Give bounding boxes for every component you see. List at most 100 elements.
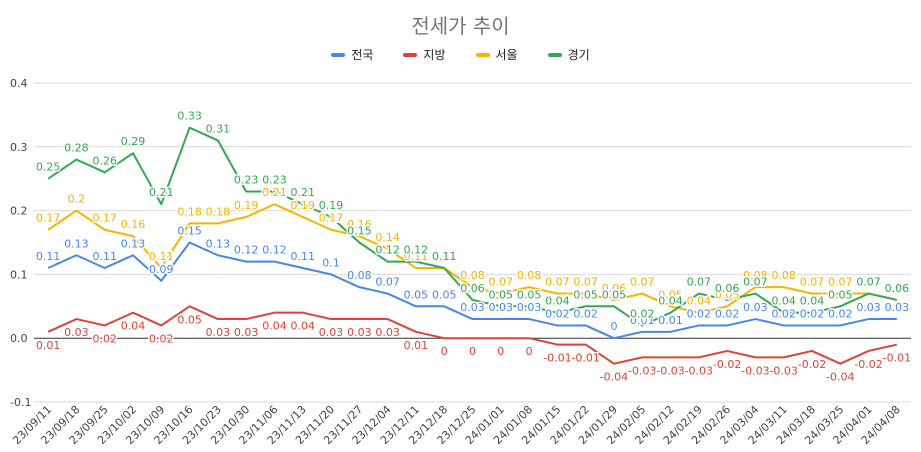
- data-label-regional: 0.04: [262, 320, 287, 333]
- legend-swatch-seoul: [475, 52, 490, 57]
- data-label-seoul: 0.05: [715, 288, 740, 301]
- series-line-regional: [47, 305, 898, 365]
- data-label-seoul: 0.2: [68, 193, 86, 206]
- data-label-nationwide: 0.05: [432, 288, 457, 301]
- data-label-nationwide: 0.02: [828, 307, 853, 320]
- legend-item-gyeonggi[interactable]: 경기: [547, 46, 590, 63]
- data-label-gyeonggi: 0.04: [545, 295, 570, 308]
- data-label-regional: 0.03: [375, 326, 400, 339]
- data-label-regional: -0.03: [769, 364, 797, 377]
- data-label-regional: 0.03: [234, 326, 259, 339]
- data-label-seoul: 0.07: [800, 276, 825, 289]
- data-label-seoul: 0.07: [828, 276, 853, 289]
- legend-label-nationwide: 전국: [351, 48, 374, 62]
- data-label-nationwide: 0.02: [545, 307, 570, 320]
- data-label-regional: -0.02: [798, 358, 826, 371]
- series-line-seoul: [47, 203, 898, 314]
- data-label-regional: -0.01: [543, 352, 571, 365]
- data-label-gyeonggi: 0.19: [319, 199, 344, 212]
- y-tick-label: 0.2: [10, 205, 28, 218]
- data-label-nationwide: 0.02: [800, 307, 825, 320]
- series-line-gyeonggi: [47, 126, 898, 327]
- data-label-gyeonggi: 0.05: [517, 288, 542, 301]
- legend-swatch-gyeonggi: [547, 52, 562, 57]
- data-label-regional: -0.04: [600, 371, 628, 384]
- data-label-gyeonggi: 0.12: [375, 244, 400, 257]
- data-label-gyeonggi: 0.06: [715, 282, 740, 295]
- data-label-regional: 0.03: [347, 326, 372, 339]
- data-label-gyeonggi: 0.29: [121, 135, 146, 148]
- data-label-nationwide: 0.03: [885, 301, 910, 314]
- data-label-regional: 0.03: [206, 326, 231, 339]
- data-label-seoul: 0.14: [375, 231, 400, 244]
- data-label-nationwide: 0.03: [743, 301, 768, 314]
- data-label-regional: 0: [441, 345, 448, 358]
- y-tick-label: -0.1: [10, 396, 31, 409]
- data-label-gyeonggi: 0.33: [177, 110, 202, 123]
- data-label-nationwide: 0.05: [404, 288, 429, 301]
- data-label-nationwide: 0.02: [687, 307, 712, 320]
- data-label-seoul: 0.08: [743, 269, 768, 282]
- data-label-regional: -0.04: [826, 371, 854, 384]
- data-label-nationwide: 0.13: [121, 237, 146, 250]
- data-label-regional: -0.03: [628, 364, 656, 377]
- data-label-nationwide: 0.03: [460, 301, 485, 314]
- data-label-seoul: 0.21: [262, 186, 287, 199]
- data-label-seoul: 0.08: [771, 269, 796, 282]
- data-label-regional: -0.03: [656, 364, 684, 377]
- data-label-nationwide: 0.13: [64, 237, 89, 250]
- y-tick-label: 0.3: [10, 141, 28, 154]
- series-line-nationwide: [47, 241, 897, 340]
- data-label-seoul: 0.17: [36, 212, 61, 225]
- data-label-gyeonggi: 0.26: [92, 154, 117, 167]
- data-label-gyeonggi: 0.05: [489, 288, 514, 301]
- data-label-gyeonggi: 0.06: [885, 282, 910, 295]
- data-label-seoul: 0.07: [856, 276, 881, 289]
- legend-label-gyeonggi: 경기: [567, 48, 590, 62]
- data-label-nationwide: 0.11: [291, 250, 316, 263]
- data-label-nationwide: 0.09: [149, 263, 174, 276]
- data-label-seoul: 0.07: [489, 276, 514, 289]
- data-label-seoul: 0.18: [177, 205, 202, 218]
- data-label-seoul: 0.18: [206, 205, 231, 218]
- data-label-regional: 0.05: [177, 313, 202, 326]
- data-label-gyeonggi: 0.12: [404, 244, 429, 257]
- data-label-seoul: 0.11: [432, 250, 457, 263]
- data-label-regional: -0.03: [741, 364, 769, 377]
- data-label-regional: -0.01: [571, 352, 599, 365]
- data-label-seoul: 0.07: [630, 276, 655, 289]
- legend-item-seoul[interactable]: 서울: [475, 46, 518, 63]
- data-label-nationwide: 0.07: [375, 276, 400, 289]
- data-label-regional: 0: [526, 345, 533, 358]
- y-axis: -0.1 0.0 0.1 0.2 0.3 0.4: [10, 77, 31, 409]
- y-tick-label: 0.4: [10, 77, 28, 90]
- legend-item-regional[interactable]: 지방: [403, 46, 446, 63]
- legend-item-nationwide[interactable]: 전국: [331, 46, 373, 63]
- y-tick-label: 0.0: [10, 332, 28, 345]
- data-label-seoul: 0.07: [573, 276, 598, 289]
- data-label-gyeonggi: 0.05: [602, 288, 627, 301]
- data-label-nationwide: 0.02: [771, 307, 796, 320]
- data-label-gyeonggi: 0.05: [573, 288, 598, 301]
- data-label-seoul: 0.19: [291, 199, 316, 212]
- chart-title: 전세가 추이: [411, 14, 510, 38]
- data-label-nationwide: 0.11: [36, 250, 61, 263]
- data-label-nationwide: 0.1: [322, 256, 340, 269]
- data-label-nationwide: 0.02: [715, 307, 740, 320]
- data-label-gyeonggi: 0.23: [262, 173, 287, 186]
- data-label-seoul: 0.11: [404, 250, 429, 263]
- legend-swatch-regional: [403, 52, 418, 57]
- data-label-nationwide: 0.03: [856, 301, 881, 314]
- data-label-gyeonggi: 0.11: [432, 250, 457, 263]
- data-label-seoul: 0.05: [658, 288, 683, 301]
- data-label-nationwide: 0.03: [517, 301, 542, 314]
- data-label-regional: 0.03: [64, 326, 89, 339]
- data-label-nationwide: 0.13: [206, 237, 231, 250]
- data-label-nationwide: 0.12: [234, 244, 259, 257]
- data-label-seoul: 0.06: [602, 282, 627, 295]
- legend: 전국 지방 서울 경기: [0, 46, 921, 63]
- data-label-regional: -0.03: [685, 364, 713, 377]
- data-label-nationwide: 0.15: [177, 225, 202, 238]
- data-label-regional: -0.02: [713, 358, 741, 371]
